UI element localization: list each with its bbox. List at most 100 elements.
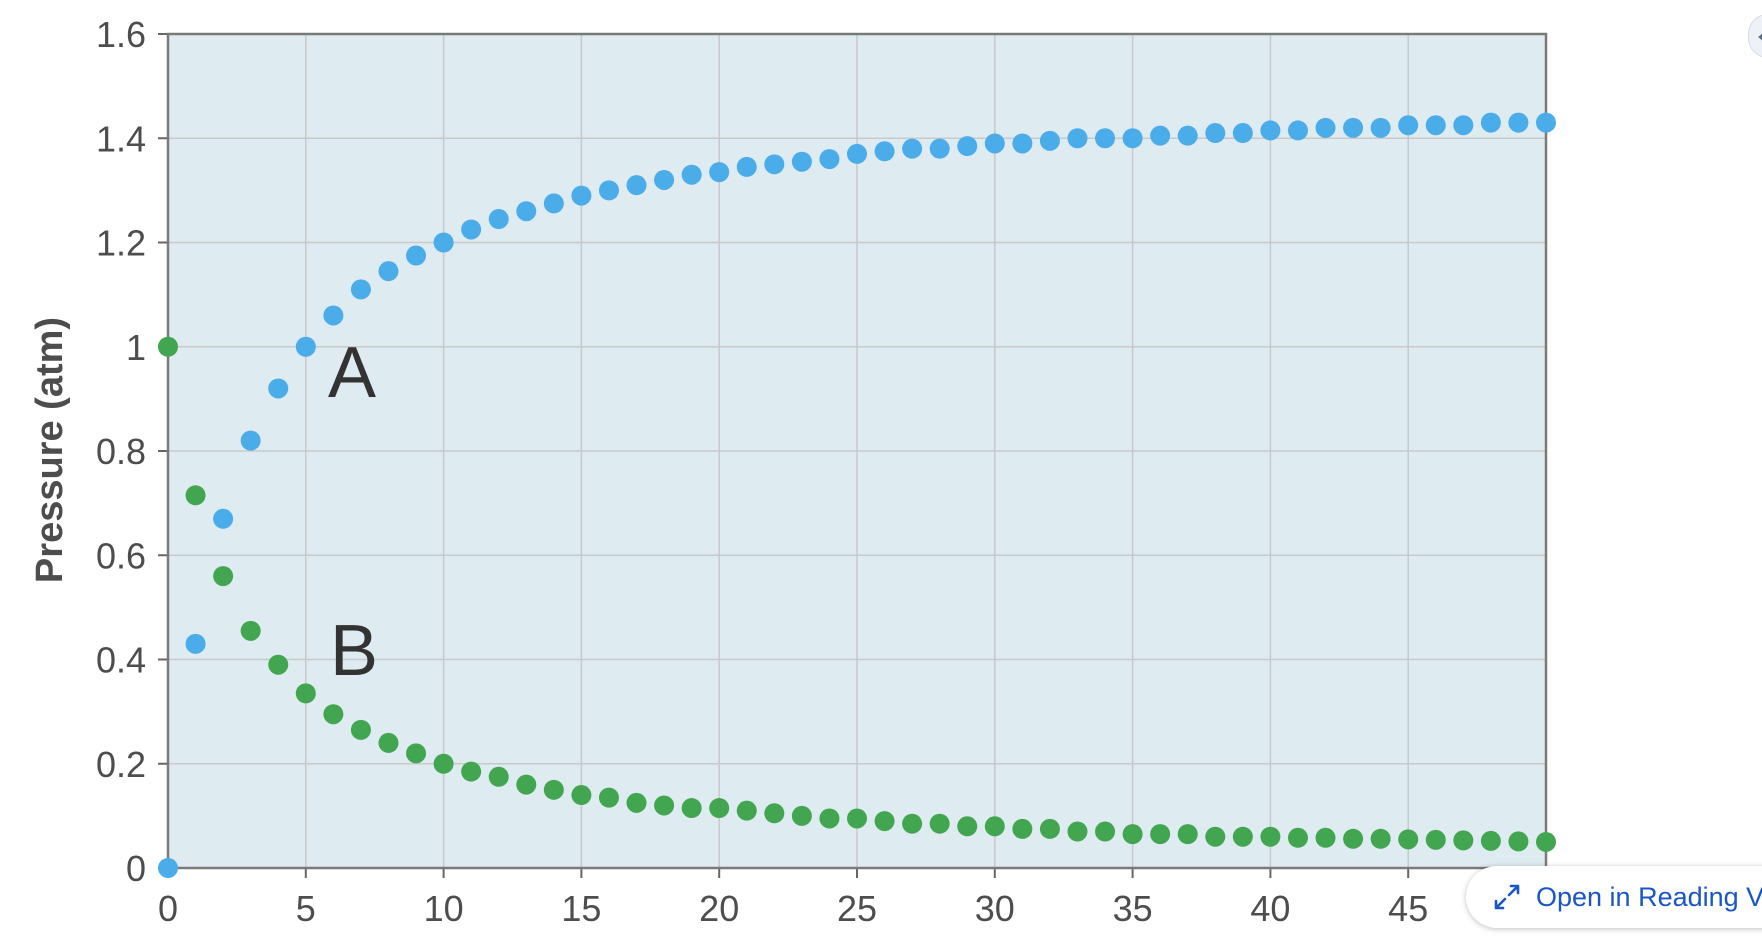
data-point-series-a bbox=[1315, 117, 1336, 138]
data-point-series-b bbox=[268, 654, 289, 675]
data-point-series-b bbox=[158, 336, 178, 357]
x-tick-label: 15 bbox=[561, 888, 601, 929]
data-point-series-a bbox=[323, 305, 344, 326]
x-tick-label: 5 bbox=[296, 888, 316, 929]
data-point-series-b bbox=[957, 816, 978, 837]
x-tick-label: 40 bbox=[1250, 888, 1290, 929]
data-point-series-a bbox=[488, 209, 509, 230]
x-tick-label: 0 bbox=[158, 888, 178, 929]
data-point-series-a bbox=[1453, 115, 1474, 136]
x-tick-label: 20 bbox=[699, 888, 739, 929]
series-label-a: A bbox=[328, 333, 376, 413]
data-point-series-b bbox=[709, 798, 730, 819]
data-point-series-a bbox=[1150, 125, 1171, 146]
data-point-series-b bbox=[1398, 829, 1419, 850]
data-point-series-b bbox=[378, 732, 399, 753]
data-point-series-b bbox=[295, 683, 316, 704]
data-point-series-b bbox=[1205, 826, 1226, 847]
data-point-series-a bbox=[1122, 128, 1143, 149]
data-point-series-a bbox=[1205, 123, 1226, 144]
data-point-series-a bbox=[1480, 112, 1501, 133]
data-point-series-b bbox=[1425, 829, 1446, 850]
data-point-series-a bbox=[1370, 117, 1391, 138]
data-point-series-a bbox=[626, 175, 647, 196]
data-point-series-a bbox=[158, 858, 178, 878]
data-point-series-a bbox=[681, 164, 702, 185]
open-reading-view-button[interactable]: Open in Reading View bbox=[1466, 866, 1762, 928]
data-point-series-b bbox=[543, 779, 564, 800]
data-point-series-b bbox=[323, 704, 344, 725]
data-point-series-b bbox=[1150, 824, 1171, 845]
data-point-series-b bbox=[764, 803, 785, 824]
data-point-series-a bbox=[433, 232, 454, 253]
y-tick-label: 1.2 bbox=[96, 223, 146, 264]
data-point-series-b bbox=[1260, 826, 1281, 847]
data-point-series-b bbox=[406, 743, 427, 764]
data-point-series-a bbox=[1232, 123, 1253, 144]
data-point-series-a bbox=[736, 156, 757, 177]
data-point-series-a bbox=[543, 193, 564, 214]
data-point-series-a bbox=[1039, 130, 1060, 151]
data-point-series-a bbox=[516, 201, 537, 222]
plot-border bbox=[166, 32, 1548, 870]
data-point-series-b bbox=[1039, 818, 1060, 839]
data-point-series-a bbox=[1536, 112, 1556, 133]
data-point-series-b bbox=[1012, 818, 1033, 839]
data-point-series-a bbox=[1508, 112, 1529, 133]
data-point-series-b bbox=[240, 620, 261, 641]
data-point-series-a bbox=[819, 149, 840, 170]
data-point-series-a bbox=[847, 143, 867, 164]
data-point-series-a bbox=[240, 430, 261, 451]
data-point-series-b bbox=[488, 766, 509, 787]
data-point-series-b bbox=[626, 792, 647, 813]
y-tick-label: 0.8 bbox=[96, 431, 146, 472]
expand-arrows-icon bbox=[1494, 884, 1520, 910]
data-point-series-b bbox=[1453, 830, 1474, 851]
data-point-series-b bbox=[1343, 828, 1364, 849]
data-point-series-a bbox=[1287, 120, 1308, 141]
data-point-series-b bbox=[681, 798, 702, 819]
data-point-series-a bbox=[984, 133, 1005, 154]
data-point-series-a bbox=[1067, 128, 1088, 149]
data-point-series-a bbox=[1343, 117, 1364, 138]
series-label-b: B bbox=[330, 611, 378, 691]
chevron-left-icon bbox=[1758, 33, 1762, 41]
data-point-series-b bbox=[1480, 830, 1501, 851]
x-tick-label: 45 bbox=[1388, 888, 1428, 929]
data-point-series-b bbox=[433, 753, 454, 774]
data-point-series-a bbox=[295, 336, 316, 357]
x-tick-label: 25 bbox=[837, 888, 877, 929]
data-point-series-b bbox=[1370, 828, 1391, 849]
y-tick-label: 0 bbox=[126, 848, 146, 889]
data-point-series-b bbox=[1232, 826, 1253, 847]
data-point-series-a bbox=[1012, 133, 1033, 154]
data-point-series-b bbox=[847, 808, 867, 829]
data-point-series-a bbox=[654, 169, 675, 190]
data-point-series-b bbox=[1508, 831, 1529, 852]
y-tick-label: 1.4 bbox=[96, 118, 146, 159]
data-point-series-b bbox=[213, 566, 234, 587]
x-tick-label: 35 bbox=[1113, 888, 1153, 929]
y-tick-label: 1.6 bbox=[96, 14, 146, 55]
x-tick-label: 30 bbox=[975, 888, 1015, 929]
data-point-series-a bbox=[268, 378, 289, 399]
data-point-series-b bbox=[902, 813, 923, 834]
data-point-series-a bbox=[1260, 120, 1281, 141]
y-axis-title: Pressure (atm) bbox=[29, 317, 71, 583]
x-tick-label: 10 bbox=[424, 888, 464, 929]
y-tick-label: 0.4 bbox=[96, 640, 146, 681]
y-tick-label: 1 bbox=[126, 327, 146, 368]
data-point-series-b bbox=[571, 785, 592, 806]
data-point-series-b bbox=[1536, 831, 1556, 852]
data-point-series-a bbox=[461, 219, 482, 240]
data-point-series-a bbox=[874, 141, 895, 162]
data-point-series-b bbox=[1095, 821, 1116, 842]
data-point-series-a bbox=[764, 154, 785, 175]
open-reading-view-label: Open in Reading View bbox=[1536, 881, 1762, 912]
data-point-series-b bbox=[791, 805, 812, 826]
data-point-series-a bbox=[571, 185, 592, 206]
data-point-series-b bbox=[185, 485, 206, 506]
data-point-series-b bbox=[1177, 824, 1198, 845]
data-point-series-b bbox=[929, 813, 950, 834]
